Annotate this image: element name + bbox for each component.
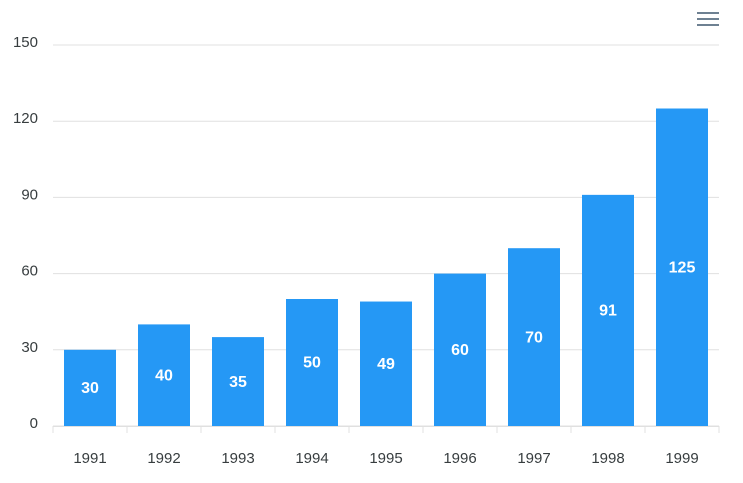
x-tick-label: 1998 [591,450,624,467]
bar [582,194,634,426]
value-label: 125 [669,259,696,276]
value-label: 35 [229,374,247,391]
x-tick-label: 1994 [295,450,328,467]
value-label: 40 [155,367,173,384]
y-tick-label: 120 [13,110,38,127]
x-tick-label: 1995 [369,450,402,467]
y-tick-label: 30 [21,339,38,356]
y-tick-label: 0 [30,415,38,432]
bar [508,248,560,426]
menu-bar [697,24,719,26]
value-label: 91 [599,303,617,320]
value-label: 49 [377,356,395,373]
y-tick-label: 60 [21,263,38,280]
bar [138,324,190,426]
bar [656,108,708,426]
value-label: 30 [81,380,99,397]
x-tick-label: 1992 [147,450,180,467]
bar [434,273,486,426]
bar [64,349,116,426]
menu-icon[interactable] [697,10,719,28]
bar [212,337,264,426]
bar [360,301,412,426]
menu-bar [697,18,719,20]
x-tick-label: 1997 [517,450,550,467]
bar [286,299,338,426]
value-label: 50 [303,355,321,372]
y-tick-label: 90 [21,186,38,203]
menu-bar [697,12,719,14]
y-tick-label: 150 [13,34,38,51]
x-tick-label: 1991 [73,450,106,467]
value-label: 70 [525,329,543,346]
x-tick-label: 1999 [665,450,698,467]
x-tick-label: 1996 [443,450,476,467]
x-tick-label: 1993 [221,450,254,467]
value-label: 60 [451,342,469,359]
